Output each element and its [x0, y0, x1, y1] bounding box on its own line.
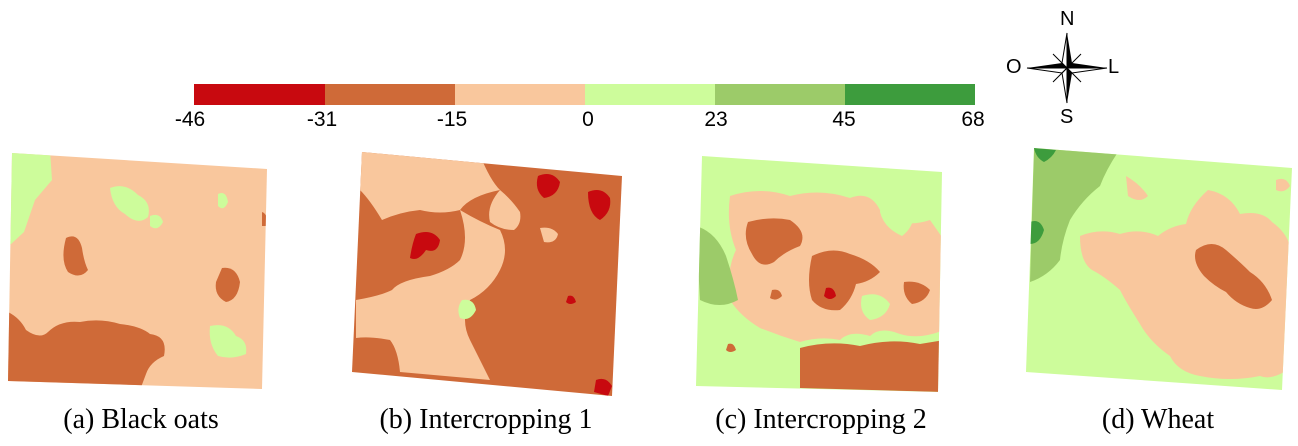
legend-bin-3: [455, 84, 585, 105]
legend-bin-4: [585, 84, 715, 105]
compass-north-label: N: [1060, 8, 1075, 30]
legend-tick-1: -46: [174, 108, 206, 131]
compass-east-label: L: [1108, 56, 1120, 78]
caption-intercropping-2: (c) Intercropping 2: [715, 404, 927, 435]
legend-tick-5: 23: [704, 108, 728, 131]
compass-star-icon: [1026, 32, 1108, 104]
caption-intercropping-1: (b) Intercropping 1: [379, 404, 593, 435]
legend-tick-6: 45: [832, 108, 856, 131]
legend-tick-4: 0: [582, 108, 594, 131]
legend-tick-2: -31: [306, 108, 338, 131]
caption-wheat: (d) Wheat: [1101, 404, 1215, 435]
legend-bin-5: [715, 84, 845, 105]
caption-black-oats: (a) Black oats: [63, 404, 219, 435]
compass-west-label: O: [1006, 56, 1022, 78]
legend-bin-2: [325, 84, 455, 105]
legend-tick-7: 68: [961, 108, 985, 131]
legend-colorbar: [194, 84, 975, 105]
legend-tick-3: -15: [436, 108, 468, 131]
compass-south-label: S: [1060, 106, 1074, 128]
compass-rose: N S O L: [1000, 6, 1130, 130]
legend-bin-6: [845, 84, 975, 105]
legend-bin-1: [194, 84, 325, 105]
